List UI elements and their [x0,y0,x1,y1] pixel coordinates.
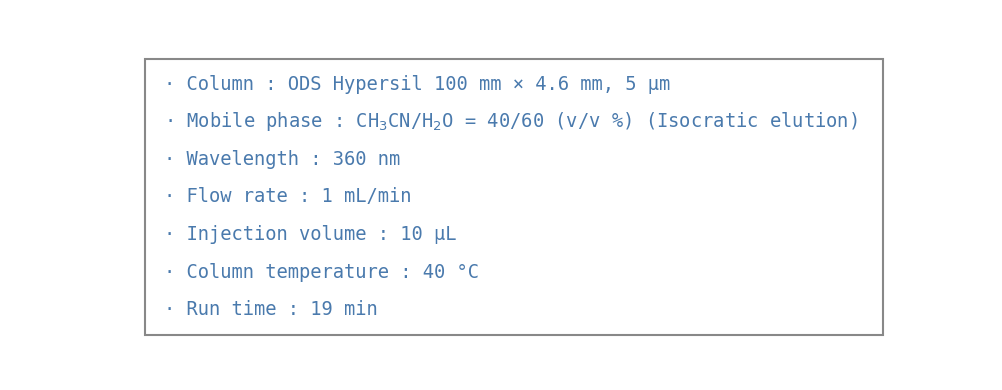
Text: · Mobile phase : CH$_3$CN/H$_2$O = 40/60 (v/v %) (Isocratic elution): · Mobile phase : CH$_3$CN/H$_2$O = 40/60… [164,110,857,133]
Text: · Flow rate : 1 mL/min: · Flow rate : 1 mL/min [164,188,412,206]
Text: · Run time : 19 min: · Run time : 19 min [164,300,378,319]
Text: · Column : ODS Hypersil 100 mm × 4.6 mm, 5 μm: · Column : ODS Hypersil 100 mm × 4.6 mm,… [164,75,669,94]
Text: · Wavelength : 360 nm: · Wavelength : 360 nm [164,150,400,169]
FancyBboxPatch shape [144,59,883,335]
Text: · Column temperature : 40 °C: · Column temperature : 40 °C [164,262,479,282]
Text: · Injection volume : 10 μL: · Injection volume : 10 μL [164,225,456,244]
